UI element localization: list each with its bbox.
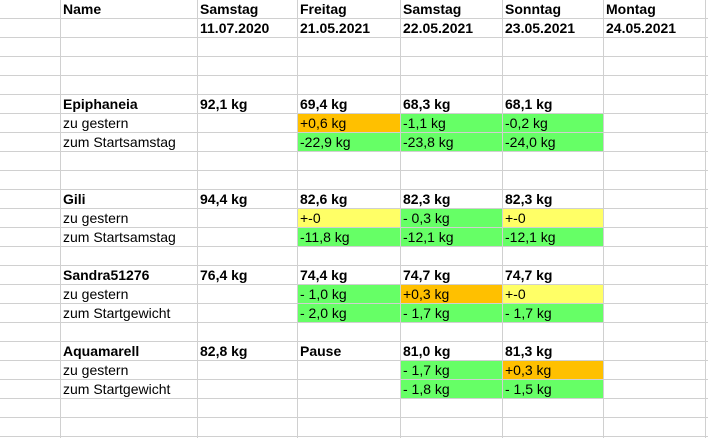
weight-value-cell[interactable]: 76,4 kg xyxy=(200,267,248,283)
weight-value-cell[interactable]: 74,7 kg xyxy=(403,267,451,283)
column-gridline xyxy=(297,0,298,438)
delta-value-cell[interactable]: +0,3 kg xyxy=(503,361,603,379)
weight-value-cell[interactable]: 74,7 kg xyxy=(505,267,553,283)
weight-value-cell[interactable]: 82,8 kg xyxy=(200,343,248,359)
row-gridline xyxy=(0,265,708,266)
row-gridline xyxy=(0,56,708,57)
delta-value-cell[interactable]: - 1,7 kg xyxy=(401,361,502,379)
member-name-cell[interactable]: Sandra51276 xyxy=(63,267,150,283)
delta-value-cell[interactable]: -23,8 kg xyxy=(401,133,502,151)
row-gridline xyxy=(0,75,708,76)
row-gridline xyxy=(0,379,708,380)
delta-value-cell[interactable]: +0,6 kg xyxy=(298,114,400,132)
delta-value-cell[interactable]: -0,2 kg xyxy=(503,114,603,132)
weight-value-cell[interactable]: 92,1 kg xyxy=(200,96,248,112)
row-gridline xyxy=(0,151,708,152)
delta-value-cell[interactable]: -12,1 kg xyxy=(401,228,502,246)
row-gridline xyxy=(0,113,708,114)
header-day-cell[interactable]: Freitag xyxy=(300,1,347,17)
delta-value-cell[interactable]: -11,8 kg xyxy=(298,228,400,246)
weight-value-cell[interactable]: 81,0 kg xyxy=(403,343,451,359)
weight-value-cell[interactable]: 74,4 kg xyxy=(300,267,348,283)
row-gridline xyxy=(0,37,708,38)
delta-value-cell[interactable]: -22,9 kg xyxy=(298,133,400,151)
weight-value-cell[interactable]: 68,3 kg xyxy=(403,96,451,112)
delta-value-cell[interactable]: - 1,7 kg xyxy=(401,304,502,322)
header-date-cell[interactable]: 11.07.2020 xyxy=(200,20,270,36)
delta-value-cell[interactable]: +-0 xyxy=(503,209,603,227)
row-label-cell[interactable]: zu gestern xyxy=(63,286,129,302)
row-gridline xyxy=(0,341,708,342)
header-date-cell[interactable]: 22.05.2021 xyxy=(403,20,474,36)
column-gridline xyxy=(400,0,401,438)
column-gridline xyxy=(502,0,503,438)
row-gridline xyxy=(0,132,708,133)
row-label-cell[interactable]: zu gestern xyxy=(63,210,129,226)
row-label-cell[interactable]: zum Startgewicht xyxy=(63,381,171,397)
weight-value-cell[interactable]: 82,3 kg xyxy=(403,191,451,207)
row-gridline xyxy=(0,360,708,361)
delta-value-cell[interactable]: +-0 xyxy=(298,209,400,227)
weight-value-cell[interactable]: 82,3 kg xyxy=(505,191,553,207)
weight-value-cell[interactable]: 68,1 kg xyxy=(505,96,553,112)
row-gridline xyxy=(0,170,708,171)
row-gridline xyxy=(0,227,708,228)
weight-value-cell[interactable]: Pause xyxy=(300,343,342,359)
row-label-cell[interactable]: zum Startsamstag xyxy=(63,134,176,150)
row-gridline xyxy=(0,284,708,285)
header-day-cell[interactable]: Samstag xyxy=(403,1,462,17)
delta-value-cell[interactable]: - 1,0 kg xyxy=(298,285,400,303)
weight-value-cell[interactable]: 94,4 kg xyxy=(200,191,248,207)
member-name-cell[interactable]: Gili xyxy=(63,191,86,207)
row-gridline xyxy=(0,246,708,247)
row-gridline xyxy=(0,18,708,19)
delta-value-cell[interactable]: - 2,0 kg xyxy=(298,304,400,322)
delta-value-cell[interactable]: -24,0 kg xyxy=(503,133,603,151)
weight-value-cell[interactable]: 81,3 kg xyxy=(505,343,553,359)
header-date-cell[interactable]: 23.05.2021 xyxy=(505,20,576,36)
row-gridline xyxy=(0,417,708,418)
row-gridline xyxy=(0,303,708,304)
delta-value-cell[interactable]: -1,1 kg xyxy=(401,114,502,132)
member-name-cell[interactable]: Aquamarell xyxy=(63,343,140,359)
row-gridline xyxy=(0,208,708,209)
header-day-cell[interactable]: Montag xyxy=(606,1,656,17)
header-date-cell[interactable]: 21.05.2021 xyxy=(300,20,371,36)
delta-value-cell[interactable]: +-0 xyxy=(503,285,603,303)
delta-value-cell[interactable]: +0,3 kg xyxy=(401,285,502,303)
header-date-cell[interactable]: 24.05.2021 xyxy=(606,20,677,36)
member-name-cell[interactable]: Epiphaneia xyxy=(63,96,138,112)
delta-value-cell[interactable]: - 1,8 kg xyxy=(401,380,502,398)
row-label-cell[interactable]: zu gestern xyxy=(63,115,129,131)
header-day-cell[interactable]: Samstag xyxy=(200,1,259,17)
column-gridline xyxy=(197,0,198,438)
row-gridline xyxy=(0,398,708,399)
delta-value-cell[interactable]: - 1,5 kg xyxy=(503,380,603,398)
row-gridline xyxy=(0,436,708,437)
row-label-cell[interactable]: zu gestern xyxy=(63,362,129,378)
delta-value-cell[interactable]: - 0,3 kg xyxy=(401,209,502,227)
row-gridline xyxy=(0,322,708,323)
row-label-cell[interactable]: zum Startgewicht xyxy=(63,305,171,321)
header-name-cell[interactable]: Name xyxy=(63,1,102,17)
header-day-cell[interactable]: Sonntag xyxy=(505,1,561,17)
delta-value-cell[interactable]: - 1,7 kg xyxy=(503,304,603,322)
row-gridline xyxy=(0,94,708,95)
row-label-cell[interactable]: zum Startsamstag xyxy=(63,229,176,245)
weight-value-cell[interactable]: 82,6 kg xyxy=(300,191,348,207)
column-gridline xyxy=(705,0,706,438)
column-gridline xyxy=(603,0,604,438)
column-gridline xyxy=(60,0,61,438)
weight-value-cell[interactable]: 69,4 kg xyxy=(300,96,348,112)
delta-value-cell[interactable]: -12,1 kg xyxy=(503,228,603,246)
row-gridline xyxy=(0,189,708,190)
